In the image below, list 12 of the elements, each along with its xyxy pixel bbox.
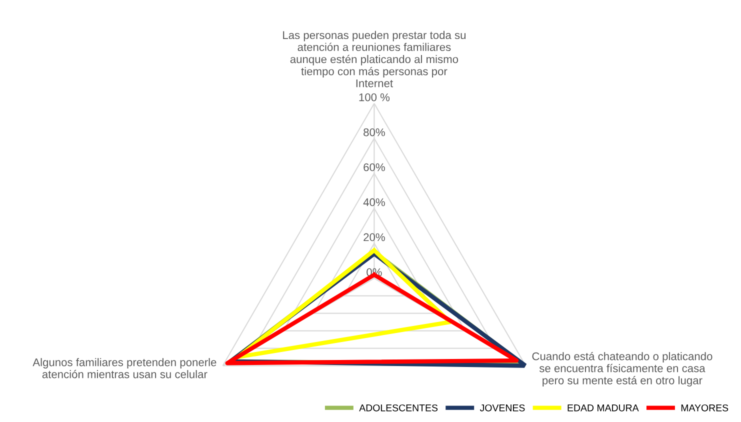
spoke-label: Las personas pueden prestar toda su atención a reuniones familiares aunque estén platicando al mismo tiempo con más personas por Internet — [283, 30, 466, 88]
y-tick-label: 60% — [364, 163, 385, 172]
spoke-label: Cuando está chateando o platicando se encuentra físicamente en casa pero su mente está en otro lugar — [532, 352, 712, 387]
y-tick-label: 40% — [363, 198, 385, 206]
legend-label: JOVENES — [480, 404, 525, 412]
legend-label: EDAD MADURA — [568, 404, 639, 412]
y-tick-label: 80% — [364, 128, 385, 136]
spoke-label: Algunos familiares pretenden ponerle atención mientras usan su celular — [32, 358, 216, 378]
y-tick-label: 20% — [364, 233, 385, 242]
legend-label: ADOLESCENTES — [359, 404, 438, 412]
y-tick-label: 100 % — [359, 93, 390, 102]
legend-label: MAYORES — [681, 404, 728, 412]
